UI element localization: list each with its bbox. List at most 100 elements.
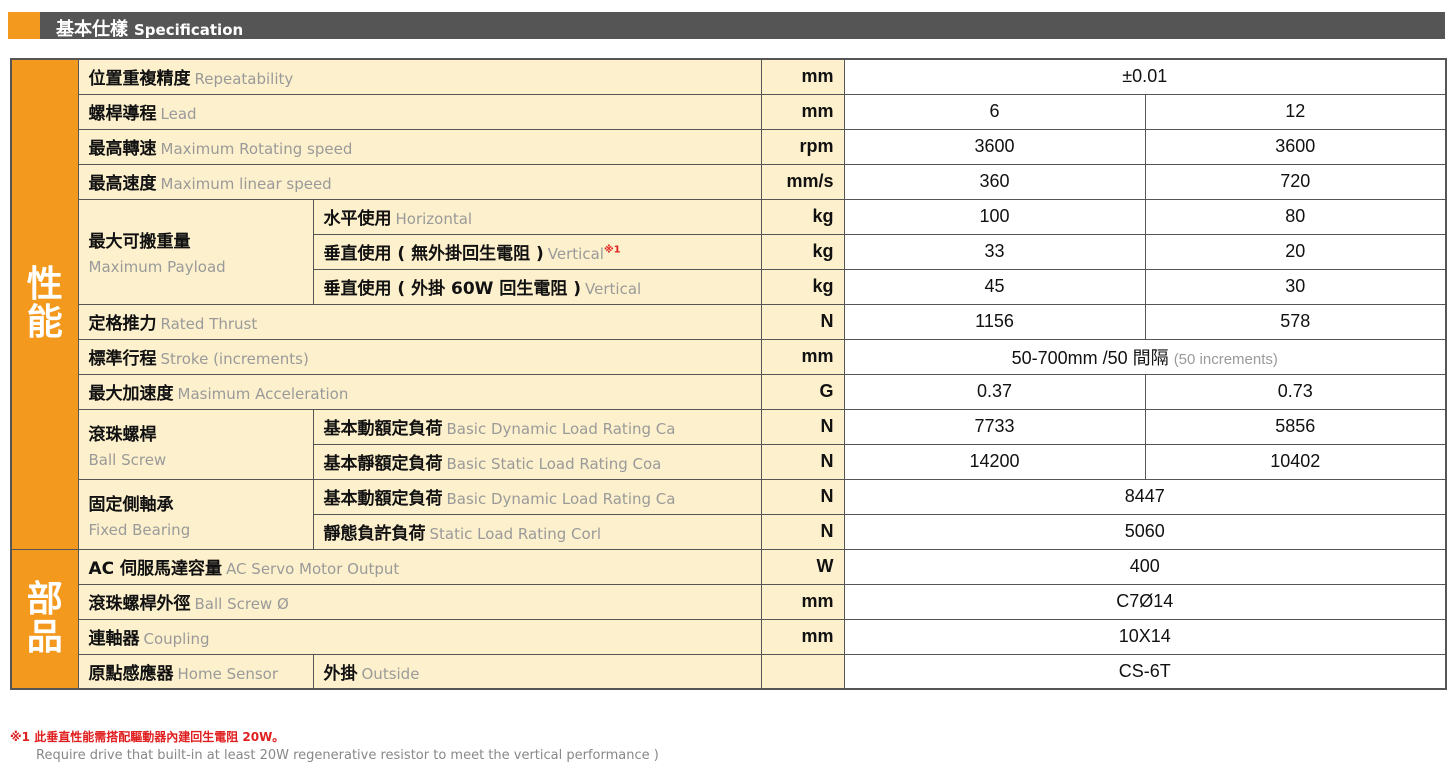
table-row: 靜態負許負荷 Static Load Rating Corl N 5060 xyxy=(11,513,1447,550)
label-zh: AC 伺服馬達容量 xyxy=(88,559,223,579)
value-cell: 10X14 xyxy=(843,618,1447,655)
sub-label-cell: 垂直使用 ( 外掛 60W 回生電阻 ) Vertical xyxy=(312,268,762,305)
table-row: 最大可搬重量 Maximum Payload 水平使用 Horizontal kg 100… xyxy=(11,198,1447,305)
label-cell: AC 伺服馬達容量 AC Servo Motor Output xyxy=(77,548,762,585)
value: CS-6T xyxy=(1118,660,1171,681)
unit-cell xyxy=(760,653,845,690)
sub-label-cell: 基本靜額定負荷 Basic Static Load Rating Coa xyxy=(312,443,762,480)
value-cell: 14200 xyxy=(843,443,1146,480)
label-en: Masimum Acceleration xyxy=(177,385,349,403)
label-cell: 定格推力 Rated Thrust xyxy=(77,303,762,340)
value-cell: 400 xyxy=(843,548,1447,585)
table-row: 滾珠螺桿 Ball Screw 基本動額定負荷 Basic Dynamic Load … xyxy=(11,408,1447,480)
value-cell: 12 xyxy=(1144,93,1447,130)
table-row: 部品 AC 伺服馬達容量 AC Servo Motor Output W 400 xyxy=(10,548,1447,690)
value-cell: 33 xyxy=(843,233,1146,270)
table-row: 定格推力 Rated Thrust N 1156 578 xyxy=(11,303,1447,340)
value-cell: 5856 xyxy=(1144,408,1447,445)
label-cell: 最高速度 Maximum linear speed xyxy=(77,163,762,200)
table-row: 固定側軸承 Fixed Bearing 基本動額定負荷 Basic Dynamic L… xyxy=(11,478,1447,550)
sub-label-cell: 水平使用 Horizontal xyxy=(312,198,762,235)
label-en: Maximum Payload xyxy=(88,258,226,276)
table-row: 最高速度 Maximum linear speed mm/s 360 720 xyxy=(11,163,1447,200)
value: 10X14 xyxy=(1118,626,1171,646)
label-zh: 滾珠螺桿 xyxy=(88,424,157,445)
sub-label-cell: 基本動額定負荷 Basic Dynamic Load Rating Ca xyxy=(312,408,762,445)
value-cell: C7Ø14 xyxy=(843,583,1447,620)
label-zh: 最大可搬重量 xyxy=(88,232,191,252)
label-zh: 基本靜額定負荷 xyxy=(323,454,443,474)
label-cell: 螺桿導程 Lead xyxy=(77,93,762,130)
value: ±0.01 xyxy=(1122,66,1168,87)
value-cell: 0.37 xyxy=(843,373,1146,410)
unit-cell: W xyxy=(760,548,845,585)
category-cell: 性能 xyxy=(10,58,79,550)
value-cell: 720 xyxy=(1144,163,1447,200)
value-cell: ±0.01 xyxy=(843,58,1447,95)
label-en: Basic Static Load Rating Coa xyxy=(446,455,662,473)
label-zh: 滾珠螺桿外徑 xyxy=(88,594,191,614)
label-zh: 基本動額定負荷 xyxy=(323,419,443,439)
unit-cell: mm xyxy=(760,618,845,655)
value: 5060 xyxy=(1124,521,1165,541)
value-cell: 100 xyxy=(843,198,1146,235)
group-label-cell: 滾珠螺桿 Ball Screw xyxy=(77,408,314,480)
label-en: Vertical xyxy=(585,280,642,298)
value-cell: 30 xyxy=(1144,268,1447,305)
unit-cell: kg xyxy=(760,198,845,235)
label-en: Horizontal xyxy=(395,210,473,228)
label-zh: 垂直使用 ( 外掛 60W 回生電阻 ) xyxy=(323,279,582,299)
unit-cell: N xyxy=(760,513,845,550)
label-en: Coupling xyxy=(143,630,210,648)
label-en: Rated Thrust xyxy=(160,315,258,333)
section-header: 基本仕樣 Specification xyxy=(8,12,1445,40)
label-zh: 外掛 xyxy=(323,663,358,684)
table-row: 原點感應器 Home Sensor 外掛 Outside CS-6T xyxy=(11,653,1447,690)
spec-table: 性能 位置重複精度 Repeatability mm ±0.01 螺桿導程 Lead mm 6 1… xyxy=(10,58,1448,690)
label-cell: 標準行程 Stroke (increments) xyxy=(77,338,762,375)
table-row: 基本靜額定負荷 Basic Static Load Rating Coa N 1420… xyxy=(11,443,1447,480)
label-zh: 最大加速度 xyxy=(88,384,174,404)
value-cell: 7733 xyxy=(843,408,1146,445)
value-cell: 5060 xyxy=(843,513,1447,550)
value-cell: 80 xyxy=(1144,198,1447,235)
label-zh: 最高轉速 xyxy=(88,139,157,159)
label-zh: 螺桿導程 xyxy=(88,104,157,124)
label-zh: 位置重複精度 xyxy=(88,69,191,90)
value-note: (50 increments) xyxy=(1173,350,1278,368)
table-row: 垂直使用 ( 外掛 60W 回生電阻 ) Vertical kg 45 30 xyxy=(11,268,1447,305)
unit-cell: G xyxy=(760,373,845,410)
label-en: Maximum linear speed xyxy=(160,175,332,193)
label-en: Lead xyxy=(160,105,197,123)
category-cell: 部品 xyxy=(10,548,79,690)
label-cell: 最高轉速 Maximum Rotating speed xyxy=(77,128,762,165)
value-cell: CS-6T xyxy=(843,653,1447,690)
label-cell: 連軸器 Coupling xyxy=(77,618,762,655)
value-cell: 360 xyxy=(843,163,1146,200)
table-row: 最高轉速 Maximum Rotating speed rpm 3600 3600 xyxy=(11,128,1447,165)
footnote: ※1 此垂直性能需搭配驅動器內建回生電阻 20W。 Require drive … xyxy=(10,730,659,763)
label-zh: 定格推力 xyxy=(88,314,157,334)
value: 400 xyxy=(1129,556,1160,576)
label-en: Outside xyxy=(361,664,420,683)
label-zh: 連軸器 xyxy=(88,629,140,649)
table-row: 連軸器 Coupling mm 10X14 xyxy=(11,618,1447,655)
label-zh: 垂直使用 ( 無外掛回生電阻 ) xyxy=(323,244,544,264)
unit-cell: N xyxy=(760,478,845,515)
value: C7Ø14 xyxy=(1116,591,1174,611)
label-zh: 靜態負許負荷 xyxy=(323,524,426,544)
label-en: AC Servo Motor Output xyxy=(226,560,400,578)
sub-label-cell: 靜態負許負荷 Static Load Rating Corl xyxy=(312,513,762,550)
table-row: 螺桿導程 Lead mm 6 12 xyxy=(11,93,1447,130)
unit-cell: mm xyxy=(760,93,845,130)
label-en: Ball Screw Ø xyxy=(194,595,289,613)
table-row: 性能 位置重複精度 Repeatability mm ±0.01 xyxy=(10,58,1447,550)
label-en: Home Sensor xyxy=(177,664,278,683)
header-title: 基本仕樣 Specification xyxy=(56,19,244,40)
unit-cell: N xyxy=(760,303,845,340)
label-zh: 最高速度 xyxy=(88,174,157,194)
label-en: Stroke (increments) xyxy=(160,350,309,368)
label-zh: 固定側軸承 xyxy=(88,494,174,515)
footnote-ref: ※1 xyxy=(603,244,621,256)
